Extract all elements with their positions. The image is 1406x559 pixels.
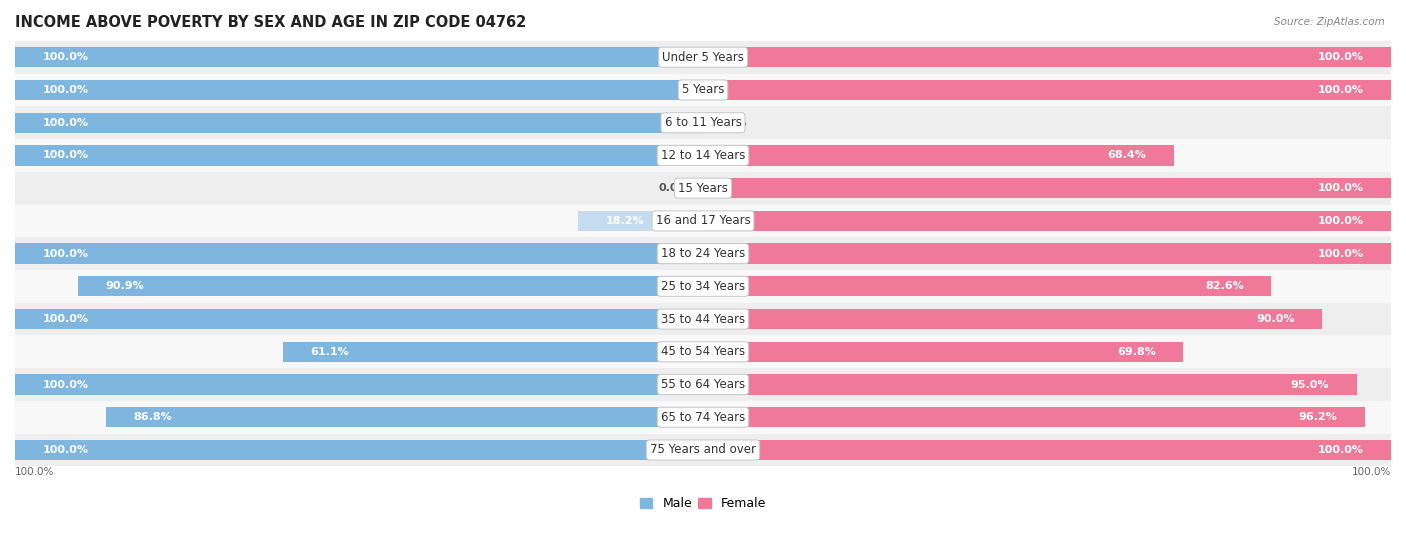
Text: 0.0%: 0.0% [658, 183, 689, 193]
Text: 100.0%: 100.0% [42, 314, 89, 324]
Text: 86.8%: 86.8% [134, 412, 172, 422]
Legend: Male, Female: Male, Female [636, 492, 770, 515]
Bar [77, 276, 703, 296]
Text: 16 and 17 Years: 16 and 17 Years [655, 215, 751, 228]
Text: 100.0%: 100.0% [42, 380, 89, 390]
Text: 100.0%: 100.0% [15, 467, 55, 477]
Text: 25 to 34 Years: 25 to 34 Years [661, 280, 745, 293]
Bar [15, 335, 1391, 368]
Text: 96.2%: 96.2% [1299, 412, 1337, 422]
Text: 100.0%: 100.0% [42, 249, 89, 259]
Bar [15, 244, 703, 264]
Bar [15, 375, 703, 395]
Bar [15, 368, 1391, 401]
Bar [15, 41, 1391, 74]
Text: 61.1%: 61.1% [311, 347, 349, 357]
Bar [15, 237, 1391, 270]
Bar [15, 401, 1391, 434]
Text: 65 to 74 Years: 65 to 74 Years [661, 411, 745, 424]
Text: INCOME ABOVE POVERTY BY SEX AND AGE IN ZIP CODE 04762: INCOME ABOVE POVERTY BY SEX AND AGE IN Z… [15, 15, 526, 30]
Text: 15 Years: 15 Years [678, 182, 728, 195]
Bar [15, 434, 1391, 466]
Text: 68.4%: 68.4% [1107, 150, 1146, 160]
Text: 100.0%: 100.0% [42, 445, 89, 455]
Bar [703, 375, 1357, 395]
Bar [703, 211, 1391, 231]
Text: 12 to 14 Years: 12 to 14 Years [661, 149, 745, 162]
Bar [703, 47, 1391, 68]
Text: 0.0%: 0.0% [717, 118, 748, 127]
Bar [15, 80, 703, 100]
Bar [15, 106, 1391, 139]
Text: Source: ZipAtlas.com: Source: ZipAtlas.com [1274, 17, 1385, 27]
Text: 45 to 54 Years: 45 to 54 Years [661, 345, 745, 358]
Text: 75 Years and over: 75 Years and over [650, 443, 756, 457]
Bar [703, 342, 1184, 362]
Text: 100.0%: 100.0% [1317, 52, 1364, 62]
Text: 100.0%: 100.0% [42, 150, 89, 160]
Bar [703, 276, 1271, 296]
Bar [15, 270, 1391, 303]
Bar [15, 145, 703, 165]
Bar [15, 74, 1391, 106]
Bar [703, 309, 1322, 329]
Bar [15, 303, 1391, 335]
Bar [703, 407, 1365, 428]
Bar [578, 211, 703, 231]
Bar [15, 47, 703, 68]
Bar [15, 139, 1391, 172]
Text: 18.2%: 18.2% [606, 216, 644, 226]
Bar [283, 342, 703, 362]
Text: 82.6%: 82.6% [1205, 281, 1244, 291]
Text: Under 5 Years: Under 5 Years [662, 51, 744, 64]
Text: 100.0%: 100.0% [1351, 467, 1391, 477]
Text: 69.8%: 69.8% [1116, 347, 1156, 357]
Text: 100.0%: 100.0% [1317, 183, 1364, 193]
Text: 55 to 64 Years: 55 to 64 Years [661, 378, 745, 391]
Text: 90.9%: 90.9% [105, 281, 143, 291]
Bar [703, 178, 1391, 198]
Text: 100.0%: 100.0% [1317, 445, 1364, 455]
Text: 100.0%: 100.0% [42, 118, 89, 127]
Text: 90.0%: 90.0% [1256, 314, 1295, 324]
Bar [15, 309, 703, 329]
Bar [15, 112, 703, 133]
Text: 100.0%: 100.0% [1317, 249, 1364, 259]
Text: 100.0%: 100.0% [42, 52, 89, 62]
Bar [105, 407, 703, 428]
Text: 5 Years: 5 Years [682, 83, 724, 97]
Bar [15, 172, 1391, 205]
Text: 100.0%: 100.0% [42, 85, 89, 95]
Text: 18 to 24 Years: 18 to 24 Years [661, 247, 745, 260]
Text: 6 to 11 Years: 6 to 11 Years [665, 116, 741, 129]
Bar [703, 145, 1174, 165]
Text: 100.0%: 100.0% [1317, 216, 1364, 226]
Text: 100.0%: 100.0% [1317, 85, 1364, 95]
Text: 35 to 44 Years: 35 to 44 Years [661, 312, 745, 325]
Text: 95.0%: 95.0% [1291, 380, 1329, 390]
Bar [703, 80, 1391, 100]
Bar [15, 205, 1391, 237]
Bar [15, 440, 703, 460]
Bar [703, 244, 1391, 264]
Bar [703, 440, 1391, 460]
